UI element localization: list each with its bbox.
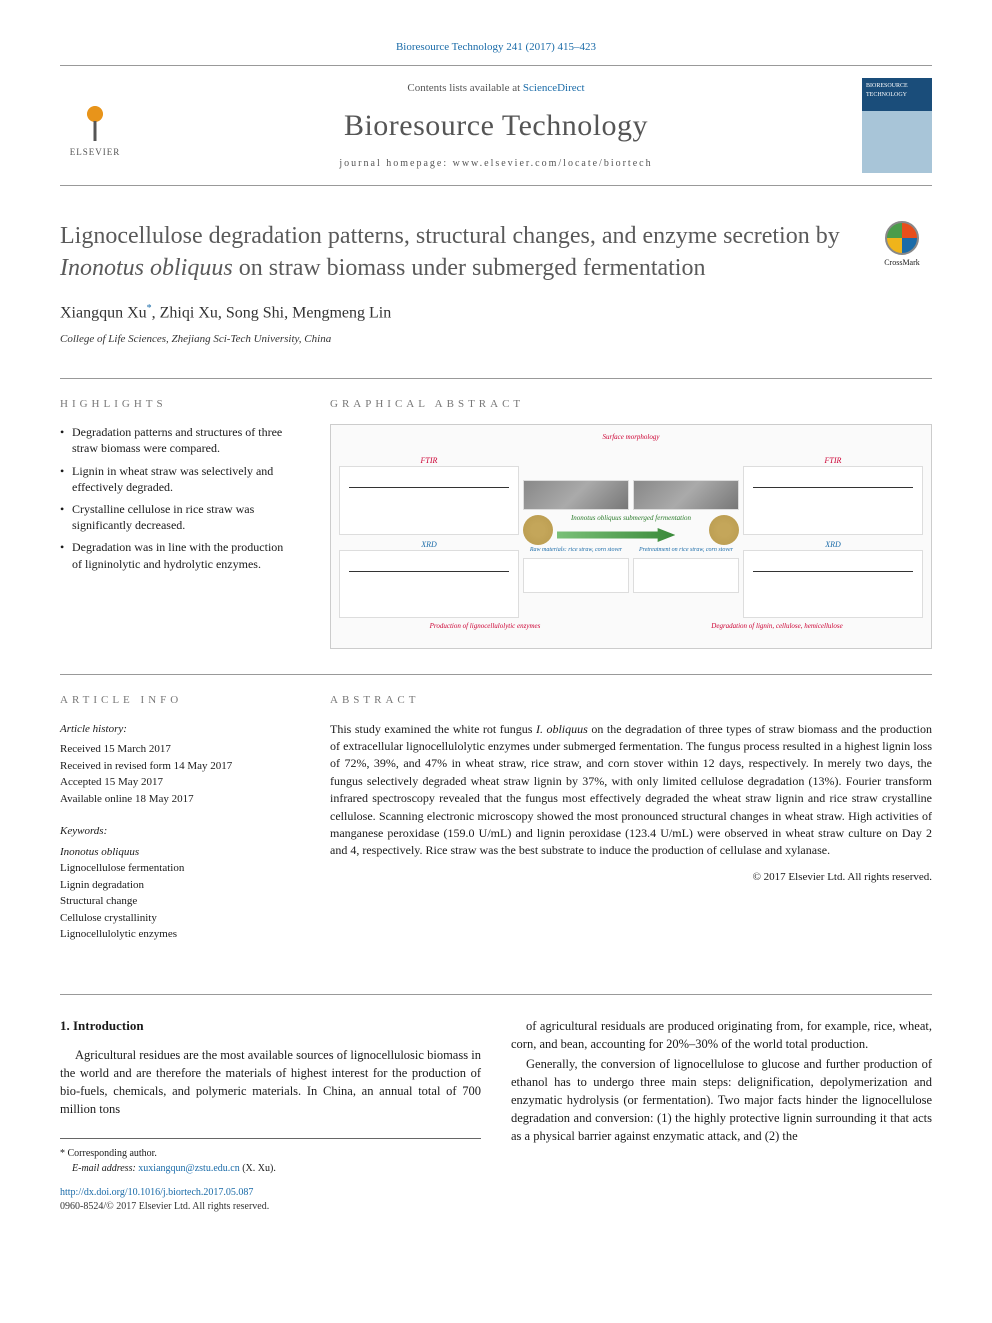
keyword: Structural change bbox=[60, 893, 290, 910]
article-header: Lignocellulose degradation patterns, str… bbox=[60, 221, 932, 283]
ga-enzyme-plot bbox=[523, 558, 629, 593]
title-part-2: on straw biomass under submerged ferment… bbox=[233, 255, 706, 281]
article-history: Article history: Received 15 March 2017 … bbox=[60, 721, 290, 808]
doi-link[interactable]: http://dx.doi.org/10.1016/j.biortech.201… bbox=[60, 1187, 253, 1198]
keyword: Inonotus obliquus bbox=[60, 846, 139, 858]
keywords-heading: Keywords: bbox=[60, 823, 290, 840]
keywords-block: Keywords: Inonotus obliquus Lignocellulo… bbox=[60, 823, 290, 943]
ga-surface-label: Surface morphology bbox=[523, 433, 739, 451]
ga-degradation-label: Degradation of lignin, cellulose, hemice… bbox=[631, 622, 923, 640]
article-title: Lignocellulose degradation patterns, str… bbox=[60, 221, 852, 283]
title-species: Inonotus obliquus bbox=[60, 255, 233, 281]
highlight-item: Crystalline cellulose in rice straw was … bbox=[60, 501, 290, 533]
crossmark-label: CrossMark bbox=[884, 257, 920, 268]
ga-arrow-icon bbox=[557, 528, 675, 542]
abstract-post: on the degradation of three types of str… bbox=[330, 722, 932, 858]
elsevier-tree-icon bbox=[70, 94, 120, 144]
highlights-list: Degradation patterns and structures of t… bbox=[60, 424, 290, 572]
affiliation: College of Life Sciences, Zhejiang Sci-T… bbox=[60, 332, 932, 347]
ga-xrd-label: XRD bbox=[339, 539, 519, 550]
ga-ftir-label-r: FTIR bbox=[743, 455, 923, 466]
ga-process-label: Inonotus obliquus submerged fermentation bbox=[557, 514, 705, 524]
highlights-label: HIGHLIGHTS bbox=[60, 397, 290, 412]
body-paragraph: Generally, the conversion of lignocellul… bbox=[511, 1055, 932, 1146]
homepage-line: journal homepage: www.elsevier.com/locat… bbox=[150, 157, 842, 171]
article-info-column: ARTICLE INFO Article history: Received 1… bbox=[60, 693, 290, 958]
abstract-column: ABSTRACT This study examined the white r… bbox=[330, 693, 932, 958]
sciencedirect-link[interactable]: ScienceDirect bbox=[523, 82, 585, 94]
masthead-center: Contents lists available at ScienceDirec… bbox=[150, 81, 842, 170]
online-date: Available online 18 May 2017 bbox=[60, 791, 290, 808]
body-paragraph: of agricultural residuals are produced o… bbox=[511, 1017, 932, 1053]
email-link[interactable]: xuxiangqun@zstu.edu.cn bbox=[138, 1163, 239, 1174]
ga-xrd-plot-left bbox=[339, 550, 519, 618]
received-date: Received 15 March 2017 bbox=[60, 741, 290, 758]
highlight-item: Lignin in wheat straw was selectively an… bbox=[60, 463, 290, 495]
ga-center-column: Inonotus obliquus submerged fermentation… bbox=[523, 455, 739, 618]
ga-straw-raw bbox=[523, 515, 553, 545]
homepage-url[interactable]: www.elsevier.com/locate/biortech bbox=[453, 158, 653, 169]
ga-degradation-plot bbox=[633, 558, 739, 593]
issn-copyright: 0960-8524/© 2017 Elsevier Ltd. All right… bbox=[60, 1200, 932, 1214]
abstract-pre: This study examined the white rot fungus bbox=[330, 722, 536, 736]
highlight-item: Degradation patterns and structures of t… bbox=[60, 424, 290, 456]
journal-cover-thumbnail: BIORESOURCE TECHNOLOGY bbox=[862, 78, 932, 173]
accepted-date: Accepted 15 May 2017 bbox=[60, 774, 290, 791]
author-corresponding: Xiangqun Xu bbox=[60, 304, 147, 321]
corresponding-label: Corresponding author. bbox=[68, 1148, 157, 1159]
authors-line: Xiangqun Xu*, Zhiqi Xu, Song Shi, Mengme… bbox=[60, 302, 932, 325]
masthead: ELSEVIER Contents lists available at Sci… bbox=[60, 65, 932, 186]
ga-xrd-plot-right bbox=[743, 550, 923, 618]
revised-date: Received in revised form 14 May 2017 bbox=[60, 758, 290, 775]
graphical-abstract-figure: Surface morphology FTIR FTIR XRD XRD bbox=[330, 424, 932, 649]
article-info-label: ARTICLE INFO bbox=[60, 693, 290, 708]
ga-raw-label: Raw materials: rice straw, corn stover bbox=[523, 546, 629, 554]
highlight-item: Degradation was in line with the product… bbox=[60, 539, 290, 571]
abstract-text: This study examined the white rot fungus… bbox=[330, 721, 932, 860]
ga-enzymes-label: Production of lignocellulolytic enzymes bbox=[339, 622, 631, 640]
contents-prefix: Contents lists available at bbox=[407, 82, 522, 94]
cover-title: BIORESOURCE TECHNOLOGY bbox=[866, 82, 928, 99]
abstract-species: I. obliquus bbox=[536, 722, 588, 736]
history-heading: Article history: bbox=[60, 721, 290, 738]
ga-ftir-plot-left bbox=[339, 466, 519, 534]
email-suffix: (X. Xu). bbox=[240, 1163, 276, 1174]
keyword: Lignin degradation bbox=[60, 877, 290, 894]
crossmark-icon bbox=[885, 221, 919, 255]
ga-sem-right bbox=[633, 480, 739, 510]
abstract-copyright: © 2017 Elsevier Ltd. All rights reserved… bbox=[330, 870, 932, 885]
intro-heading: 1. Introduction bbox=[60, 1017, 481, 1036]
graphical-abstract-label: GRAPHICAL ABSTRACT bbox=[330, 397, 932, 412]
ga-sem-left bbox=[523, 480, 629, 510]
ga-ftir-label: FTIR bbox=[339, 455, 519, 466]
crossmark-widget[interactable]: CrossMark bbox=[872, 221, 932, 283]
ga-pretreat-label: Pretreatment on rice straw, corn stover bbox=[633, 546, 739, 554]
email-label: E-mail address: bbox=[72, 1163, 138, 1174]
ga-ftir-plot-right bbox=[743, 466, 923, 534]
citation-line: Bioresource Technology 241 (2017) 415–42… bbox=[60, 40, 932, 55]
keyword: Lignocellulolytic enzymes bbox=[60, 926, 290, 943]
keyword: Cellulose crystallinity bbox=[60, 910, 290, 927]
corresponding-footnote: * Corresponding author. E-mail address: … bbox=[60, 1138, 481, 1176]
keyword: Lignocellulose fermentation bbox=[60, 860, 290, 877]
authors-rest: , Zhiqi Xu, Song Shi, Mengmeng Lin bbox=[152, 304, 392, 321]
publisher-logo: ELSEVIER bbox=[60, 88, 130, 163]
journal-name: Bioresource Technology bbox=[150, 105, 842, 147]
contents-line: Contents lists available at ScienceDirec… bbox=[150, 81, 842, 96]
abstract-label: ABSTRACT bbox=[330, 693, 932, 708]
homepage-prefix: journal homepage: bbox=[339, 158, 452, 169]
publisher-name: ELSEVIER bbox=[70, 146, 121, 159]
title-part-1: Lignocellulose degradation patterns, str… bbox=[60, 223, 840, 249]
ga-xrd-label-r: XRD bbox=[743, 539, 923, 550]
highlights-column: HIGHLIGHTS Degradation patterns and stru… bbox=[60, 397, 290, 649]
doi-line: http://dx.doi.org/10.1016/j.biortech.201… bbox=[60, 1186, 932, 1200]
body-section: 1. Introduction Agricultural residues ar… bbox=[60, 994, 932, 1176]
body-paragraph: Agricultural residues are the most avail… bbox=[60, 1046, 481, 1119]
ga-straw-treated bbox=[709, 515, 739, 545]
graphical-abstract-column: GRAPHICAL ABSTRACT Surface morphology FT… bbox=[330, 397, 932, 649]
